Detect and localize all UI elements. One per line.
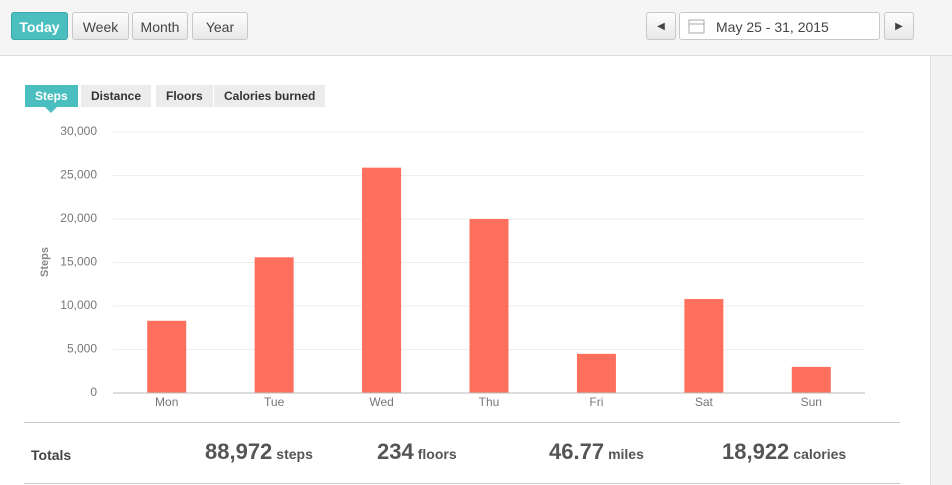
total-value: 46.77 bbox=[549, 439, 605, 464]
tab-pointer bbox=[45, 107, 57, 113]
prev-button[interactable]: ◀ bbox=[646, 12, 676, 40]
range-button[interactable]: Year bbox=[192, 12, 248, 40]
y-axis-title: Steps bbox=[39, 247, 51, 277]
y-tick-label: 20,000 bbox=[60, 211, 97, 225]
range-button[interactable]: Today bbox=[11, 12, 68, 40]
total-value: 234 bbox=[377, 439, 414, 464]
y-tick-label: 0 bbox=[90, 385, 97, 399]
date-picker[interactable]: May 25 - 31, 2015 bbox=[679, 12, 880, 40]
date-range: May 25 - 31, 2015 bbox=[716, 19, 829, 35]
bar bbox=[147, 320, 187, 393]
total: 88,972 steps bbox=[205, 439, 313, 465]
tab[interactable]: Floors bbox=[156, 85, 213, 107]
total: 234 floors bbox=[377, 439, 457, 465]
tab[interactable]: Distance bbox=[81, 85, 152, 107]
total-value: 88,972 bbox=[205, 439, 273, 464]
x-tick-label: Wed bbox=[369, 395, 393, 409]
bar bbox=[254, 257, 294, 393]
x-tick-label: Thu bbox=[479, 395, 500, 409]
bar bbox=[791, 366, 831, 393]
panel bbox=[0, 56, 931, 485]
total-unit: miles bbox=[608, 446, 644, 462]
y-tick-label: 25,000 bbox=[60, 168, 97, 182]
range-button[interactable]: Week bbox=[72, 12, 129, 40]
x-tick-label: Mon bbox=[155, 395, 178, 409]
total-unit: steps bbox=[276, 446, 313, 462]
bar bbox=[684, 299, 724, 393]
x-tick-label: Sun bbox=[801, 395, 822, 409]
totals-label: Totals bbox=[31, 447, 72, 463]
next-button[interactable]: ▶ bbox=[884, 12, 914, 40]
bar bbox=[469, 219, 509, 393]
x-tick-label: Sat bbox=[695, 395, 714, 409]
bar bbox=[362, 167, 402, 393]
bar bbox=[576, 353, 616, 393]
x-tick-label: Fri bbox=[589, 395, 603, 409]
y-tick-label: 10,000 bbox=[60, 298, 97, 312]
total-value: 18,922 bbox=[722, 439, 790, 464]
y-tick-label: 5,000 bbox=[67, 342, 97, 356]
toolbar: Today Week Month Year ◀ May 25 - 31, 201… bbox=[0, 0, 952, 56]
y-tick-label: 30,000 bbox=[60, 124, 97, 138]
tab[interactable]: Steps bbox=[25, 85, 78, 107]
total: 18,922 calories bbox=[722, 439, 846, 465]
total-unit: floors bbox=[417, 446, 457, 462]
total-unit: calories bbox=[793, 446, 847, 462]
tab[interactable]: Calories burned bbox=[214, 85, 326, 107]
y-tick-label: 15,000 bbox=[60, 255, 97, 269]
chart: Steps 0 5,000 10,000 15,000 20,000 25,000 30,0… bbox=[39, 124, 865, 409]
range-button[interactable]: Month bbox=[132, 12, 188, 40]
calendar-icon bbox=[688, 19, 705, 34]
total: 46.77 miles bbox=[549, 439, 644, 465]
totals: Totals 88,972 steps 234 floors 46.77 miles 18,… bbox=[24, 422, 900, 484]
x-tick-label: Tue bbox=[264, 395, 285, 409]
